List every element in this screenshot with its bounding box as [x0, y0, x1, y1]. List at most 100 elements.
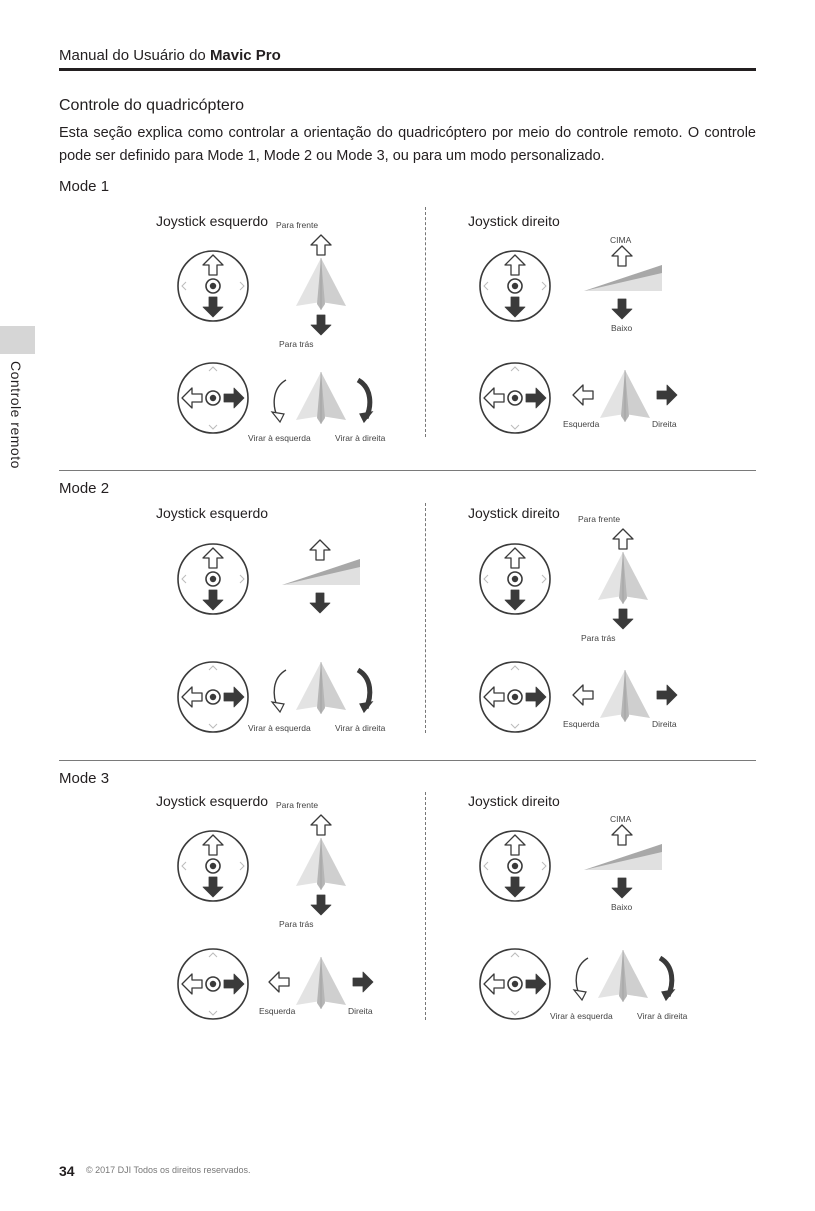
arrow-down-icon — [202, 589, 224, 611]
arrow-up-icon — [504, 834, 526, 856]
copyright: © 2017 DJI Todos os direitos reservados. — [86, 1165, 251, 1175]
arrow-down-icon — [611, 877, 633, 899]
arrow-down-icon — [611, 298, 633, 320]
label-left: Esquerda — [563, 719, 600, 729]
arrow-left-icon — [483, 973, 505, 995]
joystick-vertical-icon — [177, 250, 249, 322]
mode1-left-title: Joystick esquerdo — [156, 213, 269, 229]
label-down: Baixo — [611, 902, 633, 912]
arrow-right-icon — [223, 686, 245, 708]
joystick-vertical-icon — [479, 830, 551, 902]
arrow-left-icon — [181, 387, 203, 409]
drone-roll-icon — [296, 957, 346, 1009]
joystick-horizontal-icon — [177, 661, 249, 733]
arrow-right-icon — [352, 971, 374, 993]
arrow-up-icon — [202, 254, 224, 276]
arrow-up-icon — [202, 547, 224, 569]
turn-right-icon — [658, 955, 676, 1002]
left-arrow-icon — [572, 384, 594, 406]
down-arrow-icon — [611, 877, 633, 899]
label-turn-right: Virar à direita — [637, 1011, 688, 1021]
mode3-label: Mode 3 — [59, 770, 110, 787]
panel-divider — [425, 503, 426, 733]
arrow-right-icon — [525, 387, 547, 409]
arrow-down-icon — [612, 608, 634, 630]
mode1-label: Mode 1 — [59, 178, 110, 195]
drone-pitch-icon — [296, 838, 346, 890]
down-arrow-icon — [309, 592, 331, 614]
drone-throttle-icon — [584, 844, 662, 870]
back-arrow-icon — [612, 608, 634, 630]
joystick-horizontal-icon — [177, 362, 249, 434]
arrow-down-icon — [309, 592, 331, 614]
arrow-up-icon — [310, 234, 332, 256]
mode2-label: Mode 2 — [59, 480, 110, 497]
turn-left-icon — [572, 957, 589, 1002]
side-tab-label: Controle remoto — [8, 361, 24, 469]
joystick-vertical-icon — [177, 830, 249, 902]
arrow-left-icon — [181, 686, 203, 708]
arrow-down-icon — [310, 314, 332, 336]
arrow-left-icon — [572, 384, 594, 406]
header-prefix: Manual do Usuário do — [59, 47, 210, 64]
label-forward: Para frente — [276, 220, 319, 230]
turn-right-icon — [356, 377, 374, 424]
right-arrow-icon — [352, 971, 374, 993]
joystick-horizontal-icon — [479, 948, 551, 1020]
drone-throttle-icon — [584, 265, 662, 291]
arrow-down-icon — [202, 876, 224, 898]
up-arrow-icon — [611, 824, 633, 846]
mode-separator — [59, 470, 756, 471]
drone-throttle-icon — [282, 559, 360, 585]
turn-left-icon — [270, 379, 287, 424]
side-tab-marker — [0, 326, 35, 354]
arrow-left-icon — [268, 971, 290, 993]
forward-arrow-icon — [612, 528, 634, 550]
label-down: Baixo — [611, 323, 633, 333]
forward-arrow-icon — [310, 814, 332, 836]
label-back: Para trás — [279, 339, 314, 349]
page-number: 34 — [59, 1163, 75, 1179]
joystick-horizontal-icon — [177, 948, 249, 1020]
label-turn-left: Virar à esquerda — [248, 723, 311, 733]
arrow-right-icon — [223, 387, 245, 409]
drone-yaw-icon — [598, 950, 648, 1002]
header-product: Mavic Pro — [209, 47, 281, 64]
arrow-up-icon — [202, 834, 224, 856]
label-turn-right: Virar à direita — [335, 433, 386, 443]
header-rule — [59, 68, 756, 71]
joystick-vertical-icon — [479, 250, 551, 322]
mode2-right-title: Joystick direito — [468, 505, 560, 521]
arrow-up-icon — [310, 814, 332, 836]
arrow-right-icon — [223, 973, 245, 995]
label-up: CIMA — [610, 814, 632, 824]
intro-paragraph: Esta seção explica como controlar a orie… — [59, 125, 756, 164]
arrow-up-icon — [611, 824, 633, 846]
mode1-right-title: Joystick direito — [468, 213, 560, 229]
arrow-right-icon — [525, 973, 547, 995]
mode2-left-title: Joystick esquerdo — [156, 505, 269, 521]
left-arrow-icon — [572, 684, 594, 706]
arrow-up-icon — [612, 528, 634, 550]
arrow-left-icon — [483, 387, 505, 409]
mode3-right-title: Joystick direito — [468, 793, 560, 809]
up-arrow-icon — [309, 539, 331, 561]
arrow-down-icon — [504, 876, 526, 898]
label-back: Para trás — [581, 633, 616, 643]
right-arrow-icon — [656, 384, 678, 406]
joystick-vertical-icon — [479, 543, 551, 615]
turn-left-icon — [270, 669, 287, 714]
back-arrow-icon — [310, 314, 332, 336]
label-forward: Para frente — [578, 514, 621, 524]
label-up: CIMA — [610, 235, 632, 245]
drone-roll-icon — [600, 370, 650, 422]
arrow-up-icon — [611, 245, 633, 267]
arrow-right-icon — [656, 684, 678, 706]
label-back: Para trás — [279, 919, 314, 929]
arrow-down-icon — [504, 296, 526, 318]
drone-pitch-icon — [598, 552, 648, 604]
label-right: Direita — [348, 1006, 373, 1016]
arrow-right-icon — [525, 686, 547, 708]
panel-divider — [425, 792, 426, 1020]
arrow-up-icon — [504, 254, 526, 276]
